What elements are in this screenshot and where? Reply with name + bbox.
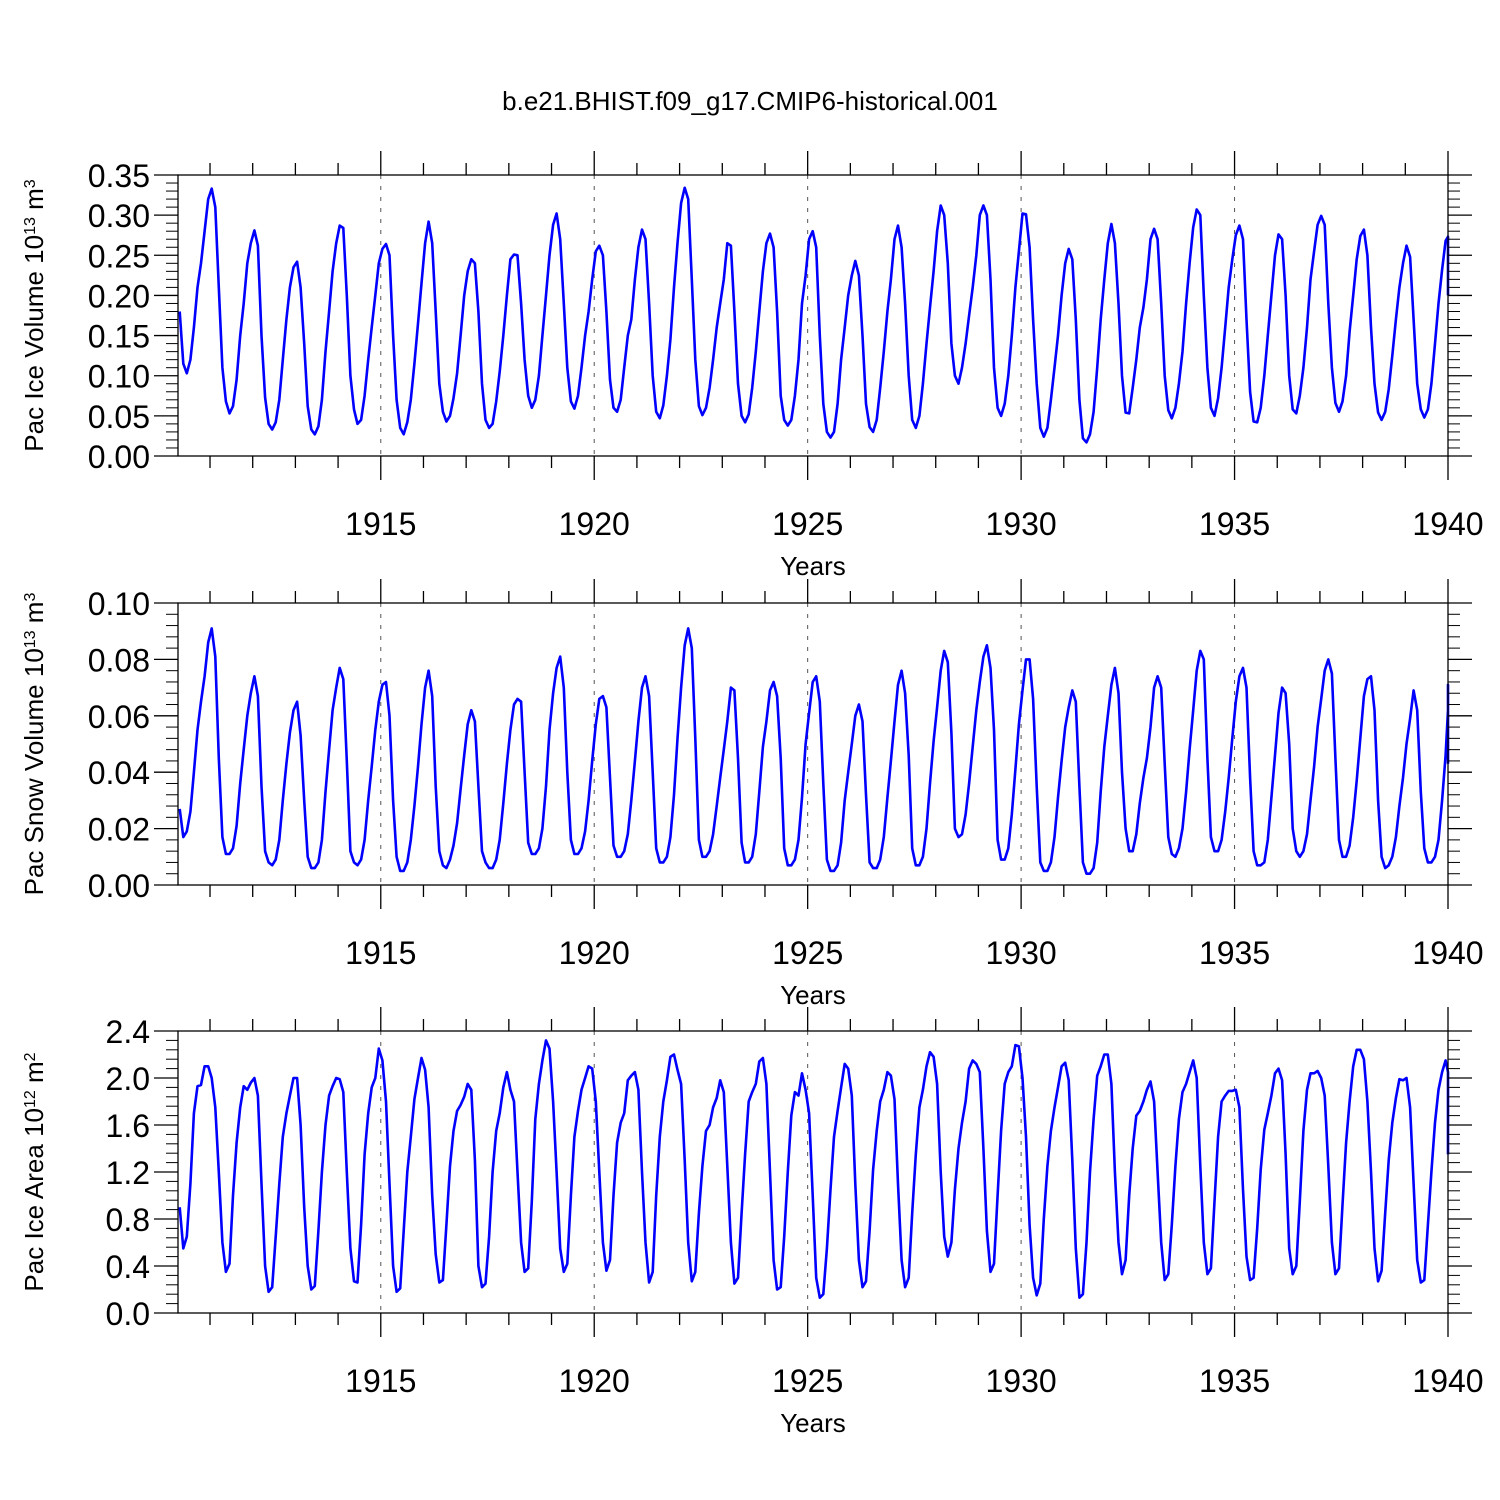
x-tick-label: 1925 <box>772 1363 843 1399</box>
y-axis-label: Pac Ice Area 1012 m2 <box>19 1052 49 1291</box>
y-tick-label: 2.4 <box>106 1014 150 1050</box>
series-line <box>178 627 1450 876</box>
y-axis-label: Pac Snow Volume 1013 m3 <box>19 593 49 896</box>
y-tick-label: 0.30 <box>88 198 150 234</box>
y-tick-label: 0.00 <box>88 439 150 475</box>
panel-2: 0.00 0.02 0.04 0.06 0.08 0.10 1915 1920 1925 1930… <box>19 579 1484 1010</box>
plot-frame <box>177 174 1449 457</box>
x-tick-label: 1940 <box>1412 506 1483 542</box>
x-tick-label: 1930 <box>986 935 1057 971</box>
x-tick-label: 1920 <box>559 935 630 971</box>
y-tick-label: 1.6 <box>106 1108 150 1144</box>
y-tick-label: 0.05 <box>88 399 150 435</box>
x-tick-label: 1925 <box>772 506 843 542</box>
y-axis-label-superscript: 3 <box>22 593 39 602</box>
y-tick-label: 0.04 <box>88 755 150 791</box>
y-tick-label: 0.02 <box>88 812 150 848</box>
y-tick-label: 0.10 <box>88 586 150 622</box>
series-line <box>178 1039 1450 1299</box>
x-axis-label: Years <box>780 551 846 581</box>
y-tick-label: 0.4 <box>106 1249 150 1285</box>
x-tick-label: 1940 <box>1412 935 1483 971</box>
y-tick-label: 0.0 <box>106 1296 150 1332</box>
y-tick-label: 2.0 <box>106 1061 150 1097</box>
y-axis-label-part: Pac Snow Volume 10 <box>19 648 49 895</box>
y-axis-label-part: m <box>19 602 49 631</box>
y-axis-label-part: m <box>19 188 49 217</box>
x-tick-label: 1915 <box>345 935 416 971</box>
y-axis-label-part: Pac Ice Area 10 <box>19 1108 49 1292</box>
series-line <box>178 186 1450 444</box>
x-tick-label: 1930 <box>986 1363 1057 1399</box>
plot-frame <box>177 1030 1449 1314</box>
y-axis-label-part: Pac Ice Volume 10 <box>19 235 49 452</box>
y-tick-label: 0.20 <box>88 278 150 314</box>
y-tick-label: 0.00 <box>88 868 150 904</box>
panels: 0.00 0.05 0.10 0.15 0.20 0.25 0.30 0.35 1915 1920… <box>19 151 1484 1438</box>
y-tick-label: 1.2 <box>106 1155 150 1191</box>
chart-title: b.e21.BHIST.f09_g17.CMIP6-historical.001 <box>502 86 998 116</box>
y-axis-label-superscript: 13 <box>22 630 39 648</box>
y-axis-label: Pac Ice Volume 1013 m3 <box>19 179 49 452</box>
y-axis-label-superscript: 2 <box>22 1052 39 1061</box>
x-tick-label: 1935 <box>1199 935 1270 971</box>
x-tick-label: 1915 <box>345 1363 416 1399</box>
y-tick-label: 0.35 <box>88 158 150 194</box>
y-tick-label: 0.08 <box>88 642 150 678</box>
y-tick-label: 0.25 <box>88 238 150 274</box>
x-tick-label: 1920 <box>559 1363 630 1399</box>
y-axis-label-superscript: 12 <box>22 1090 39 1108</box>
x-tick-label: 1935 <box>1199 506 1270 542</box>
y-tick-label: 0.06 <box>88 699 150 735</box>
plot-frame <box>177 602 1449 886</box>
x-tick-label: 1920 <box>559 506 630 542</box>
panel-3: 0.0 0.4 0.8 1.2 1.6 2.0 2.4 1915 1920 1925 1930 193… <box>19 1007 1484 1438</box>
x-tick-label: 1940 <box>1412 1363 1483 1399</box>
x-axis-label: Years <box>780 980 846 1010</box>
y-tick-label: 0.15 <box>88 319 150 355</box>
x-tick-label: 1915 <box>345 506 416 542</box>
y-tick-label: 0.8 <box>106 1202 150 1238</box>
x-tick-label: 1935 <box>1199 1363 1270 1399</box>
x-tick-label: 1930 <box>986 506 1057 542</box>
y-tick-label: 0.10 <box>88 359 150 395</box>
panel-1: 0.00 0.05 0.10 0.15 0.20 0.25 0.30 0.35 1915 1920… <box>19 151 1484 581</box>
x-tick-label: 1925 <box>772 935 843 971</box>
y-axis-label-part: m <box>19 1061 49 1090</box>
x-axis-label: Years <box>780 1408 846 1438</box>
y-axis-label-superscript: 13 <box>22 217 39 235</box>
y-axis-label-superscript: 3 <box>22 179 39 188</box>
